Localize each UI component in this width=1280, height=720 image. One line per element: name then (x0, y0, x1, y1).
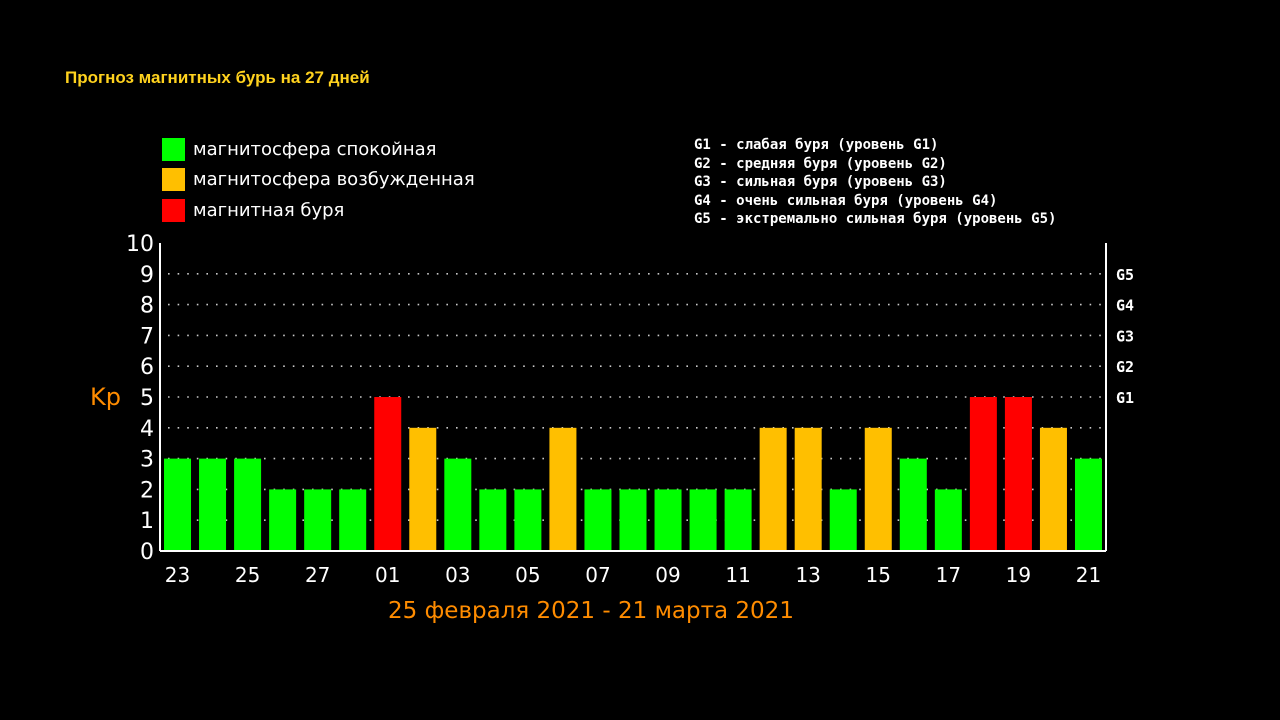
legend-item-excited: магнитосфера возбужденная (162, 165, 475, 196)
bar (864, 427, 892, 551)
bar (969, 397, 997, 551)
legend-label: магнитная буря (193, 199, 345, 221)
g-level-legend: G1 - слабая буря (уровень G1) G2 - средн… (694, 136, 1056, 229)
g-level-item: G5 - экстремально сильная буря (уровень … (694, 211, 1057, 227)
right-axis-label: G3 (1116, 327, 1134, 345)
bar (829, 489, 857, 551)
g-level-item: G4 - очень сильная буря (уровень G4) (694, 192, 998, 209)
y-tick-label: 4 (140, 417, 154, 442)
y-tick-label: 5 (140, 386, 154, 411)
x-tick-label: 23 (165, 563, 190, 587)
y-tick-label: 6 (140, 355, 154, 380)
bar (1074, 458, 1102, 551)
y-tick-label: 3 (140, 448, 154, 473)
legend-label: магнитосфера возбужденная (193, 169, 475, 191)
y-tick-label: 1 (140, 509, 154, 534)
x-tick-label: 07 (585, 563, 610, 587)
bar (1039, 427, 1067, 551)
legend-swatch-green (162, 137, 185, 161)
y-tick-label: 0 (140, 540, 154, 565)
legend-item-calm: магнитосфера спокойная (162, 134, 475, 165)
y-axis-label: Kp (90, 383, 121, 411)
right-axis-label: G2 (1116, 358, 1134, 376)
y-tick-label: 7 (140, 324, 154, 349)
x-tick-label: 17 (936, 563, 961, 587)
bar (479, 489, 507, 551)
y-tick-label: 8 (140, 294, 154, 319)
bar (619, 489, 647, 551)
bar (654, 489, 682, 551)
x-tick-label: 09 (655, 563, 680, 587)
bar (269, 489, 297, 551)
legend-swatch-orange (162, 168, 185, 192)
x-tick-label: 21 (1076, 563, 1101, 587)
y-tick-label: 10 (126, 232, 154, 257)
bar (514, 489, 542, 551)
bar (339, 489, 367, 551)
x-tick-label: 13 (795, 563, 820, 587)
g-level-item: G2 - средняя буря (уровень G2) (694, 155, 947, 172)
y-tick-label: 9 (140, 263, 154, 288)
x-tick-label: 27 (305, 563, 330, 587)
bar (549, 427, 577, 551)
bar (1004, 397, 1032, 551)
bar (899, 458, 927, 551)
g-level-item: G3 - сильная буря (уровень G3) (694, 174, 947, 190)
y-tick-label: 2 (140, 478, 154, 503)
chart-title: Прогноз магнитных бурь на 27 дней (65, 68, 370, 87)
legend-item-storm: магнитная буря (162, 195, 475, 226)
x-tick-label: 01 (375, 563, 400, 587)
x-tick-label: 15 (866, 563, 891, 587)
right-axis-label: G5 (1116, 266, 1134, 284)
legend-swatch-red (162, 198, 185, 222)
bar (794, 427, 822, 551)
bar (934, 489, 962, 551)
bar (234, 458, 262, 551)
bar (584, 489, 612, 551)
right-axis-label: G1 (1116, 389, 1134, 407)
g-level-item: G1 - слабая буря (уровень G1) (694, 137, 939, 153)
right-axis-label: G4 (1116, 297, 1134, 315)
bar (374, 397, 402, 551)
x-axis-label: 25 февраля 2021 - 21 марта 2021 (388, 598, 794, 624)
x-tick-label: 03 (445, 563, 470, 587)
bar (409, 427, 437, 551)
legend-label: магнитосфера спокойная (193, 138, 437, 160)
bar (164, 458, 192, 551)
x-tick-label: 25 (235, 563, 260, 587)
bar (199, 458, 227, 551)
bar (304, 489, 332, 551)
x-tick-label: 11 (725, 563, 750, 587)
legend: магнитосфера спокойная магнитосфера возб… (162, 134, 475, 226)
x-tick-label: 19 (1006, 563, 1031, 587)
bar (689, 489, 717, 551)
bar (724, 489, 752, 551)
bar (759, 427, 787, 551)
x-tick-label: 05 (515, 563, 540, 587)
bar (444, 458, 472, 551)
